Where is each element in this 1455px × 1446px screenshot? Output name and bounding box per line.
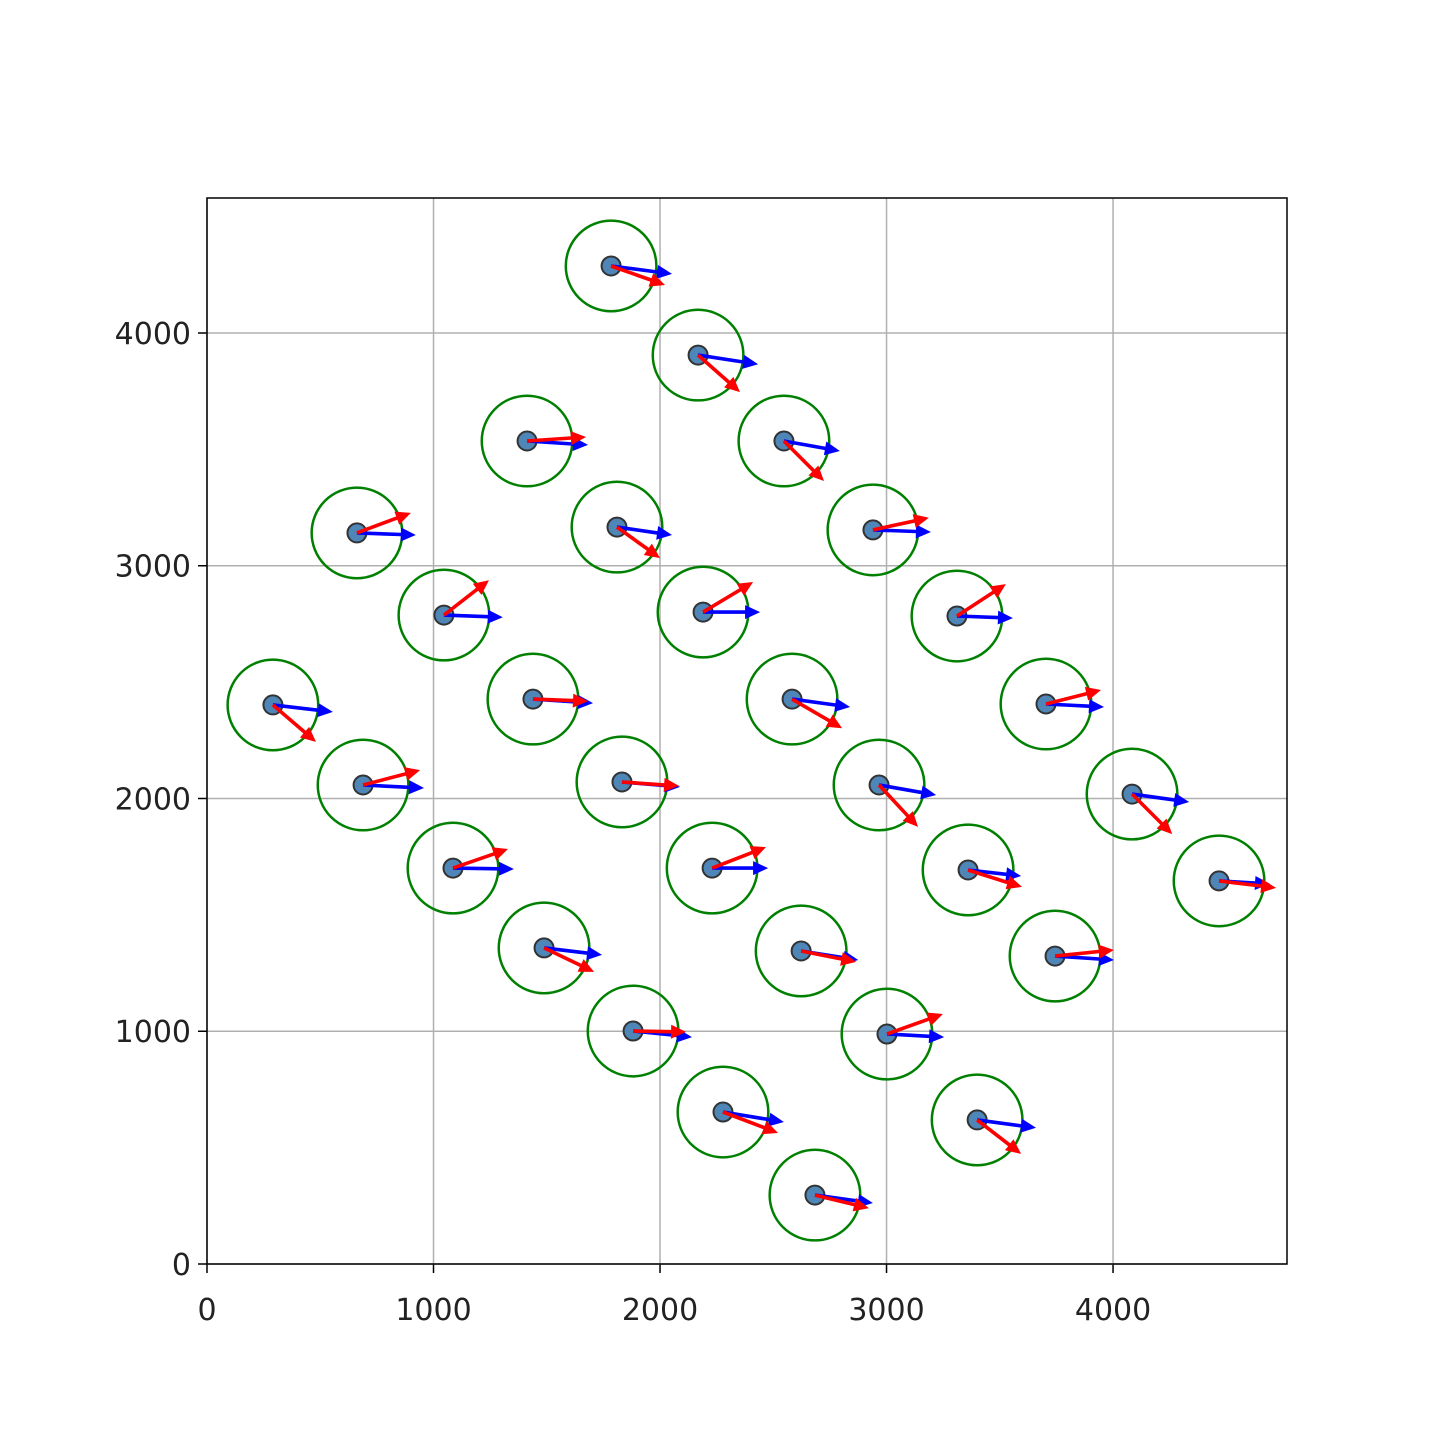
y-tick-label: 2000 [115,782,191,817]
vector-arrow [976,1118,1022,1154]
vector-arrow [814,1193,869,1212]
vector-arrow [615,525,660,559]
range-circle [226,658,320,752]
y-tick-label: 4000 [115,317,191,352]
range-circle [651,308,745,402]
vector-arrow [443,609,503,624]
vector-arrow [712,861,769,876]
vector-arrow [800,949,857,966]
vector-arrow [1054,944,1114,959]
vector-arrow [271,703,316,742]
vector-arrow [543,946,602,961]
vector-arrow [362,767,421,787]
range-circle [676,1065,770,1159]
vector-arrow [783,439,840,456]
vector-arrow [878,783,937,800]
vector-arrow [610,264,665,287]
vector-arrow [453,861,514,876]
vector-arrow [526,431,586,445]
plot-frame [206,197,1288,1265]
x-tick-label: 1000 [395,1293,471,1328]
vector-arrow [272,703,333,718]
vector-arrow [703,605,761,620]
vector-arrow [1045,699,1104,714]
vector-arrow [711,846,766,870]
vector-arrow [791,697,851,712]
vector-arrow [356,527,416,542]
vector-arrow [543,946,595,972]
vector-arrow [621,777,679,792]
x-tick-label: 2000 [622,1293,698,1328]
vector-arrow [722,1110,784,1127]
vector-arrow [696,353,740,393]
vector-arrow [1045,686,1101,706]
vector-arrow [697,353,759,369]
range-circle [832,738,926,832]
vector-arrow [702,582,754,614]
range-circle [316,738,410,832]
vector-arrow [956,584,1006,618]
vector-arrow [1218,879,1277,893]
vector-arrow [610,264,672,279]
vector-arrow [872,524,931,539]
y-tick-label: 0 [172,1248,191,1283]
vector-arrow [877,783,918,827]
vector-arrow [1130,792,1173,835]
x-tick-label: 4000 [1075,1293,1151,1328]
vector-arrow [1131,792,1190,807]
vector-arrow [633,1024,687,1039]
vector-arrow [791,697,843,729]
range-circle [1085,747,1179,841]
vector-arrow [967,867,1022,882]
vector-arrow [722,1110,778,1135]
x-tick-label: 3000 [848,1293,924,1328]
y-tick-label: 1000 [115,1015,191,1050]
vector-arrow [363,780,424,795]
vector-arrow [782,439,824,481]
vector-arrow [886,1012,943,1036]
vector-arrow [616,525,672,540]
vector-arrow [872,514,929,532]
vector-arrow [976,1118,1036,1133]
vector-arrow [967,868,1022,890]
range-circle [570,480,664,574]
vector-arrow [886,1029,945,1044]
y-tick-label: 3000 [115,550,191,585]
x-tick-label: 0 [197,1293,216,1328]
vector-arrow [442,580,489,617]
range-circle [921,823,1015,917]
range-circle [737,394,831,488]
vector-arrow [532,693,588,708]
vector-arrow [452,847,508,870]
range-circle [564,219,658,313]
vector-arrow [356,511,411,535]
vector-arrow [956,610,1013,625]
range-circle [754,904,848,998]
